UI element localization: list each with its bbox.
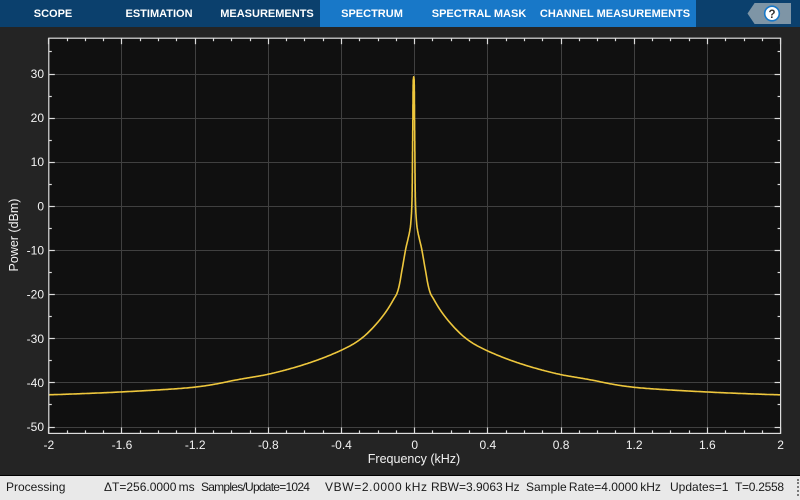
svg-text:Frequency (kHz): Frequency (kHz) <box>368 452 460 466</box>
svg-text:-1.2: -1.2 <box>185 438 206 452</box>
svg-text:1.2: 1.2 <box>626 438 643 452</box>
svg-text:-50: -50 <box>27 420 45 434</box>
svg-text:-40: -40 <box>27 376 45 390</box>
svg-text:-10: -10 <box>27 244 45 258</box>
svg-text:0.4: 0.4 <box>480 438 497 452</box>
svg-text:0: 0 <box>37 199 44 213</box>
svg-text:?: ? <box>768 9 775 21</box>
svg-text:-0.4: -0.4 <box>331 438 352 452</box>
svg-text:Power (dBm): Power (dBm) <box>7 199 21 272</box>
svg-text:-20: -20 <box>27 288 45 302</box>
svg-text:-2: -2 <box>43 438 54 452</box>
svg-text:20: 20 <box>31 111 45 125</box>
svg-text:1.6: 1.6 <box>699 438 716 452</box>
svg-text:10: 10 <box>31 155 45 169</box>
svg-text:-1.6: -1.6 <box>112 438 133 452</box>
svg-text:30: 30 <box>31 67 45 81</box>
svg-text:-30: -30 <box>27 332 45 346</box>
svg-text:0.8: 0.8 <box>553 438 570 452</box>
svg-text:2: 2 <box>777 438 784 452</box>
svg-text:-0.8: -0.8 <box>258 438 279 452</box>
svg-text:0: 0 <box>411 438 418 452</box>
